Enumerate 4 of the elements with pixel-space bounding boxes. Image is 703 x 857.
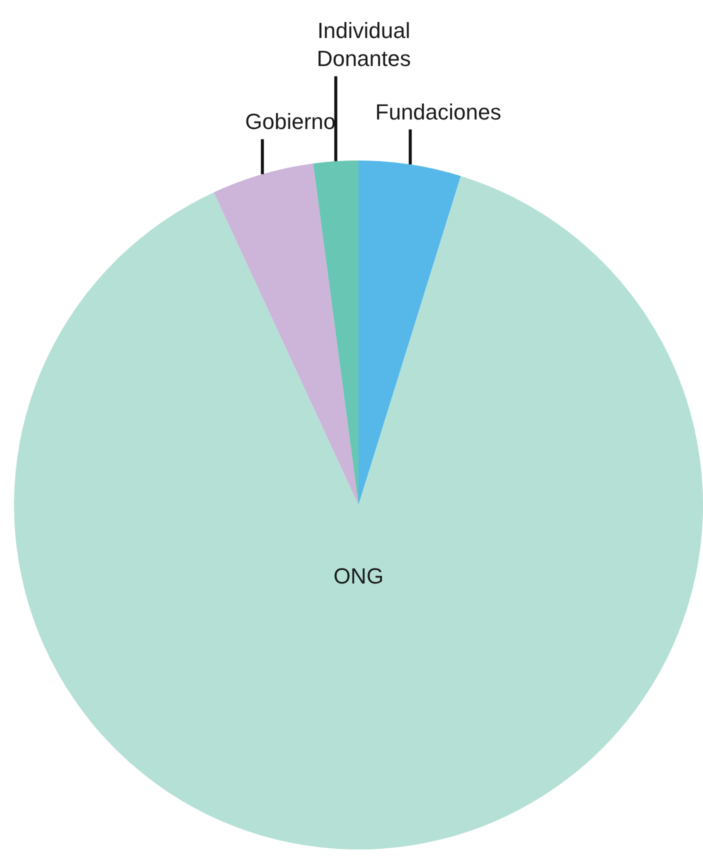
- slice-label: Individual Donantes: [316, 18, 411, 72]
- slice-label: Gobierno: [245, 109, 336, 134]
- slice-label: Fundaciones: [375, 99, 502, 124]
- slice-label: ONG: [333, 563, 384, 588]
